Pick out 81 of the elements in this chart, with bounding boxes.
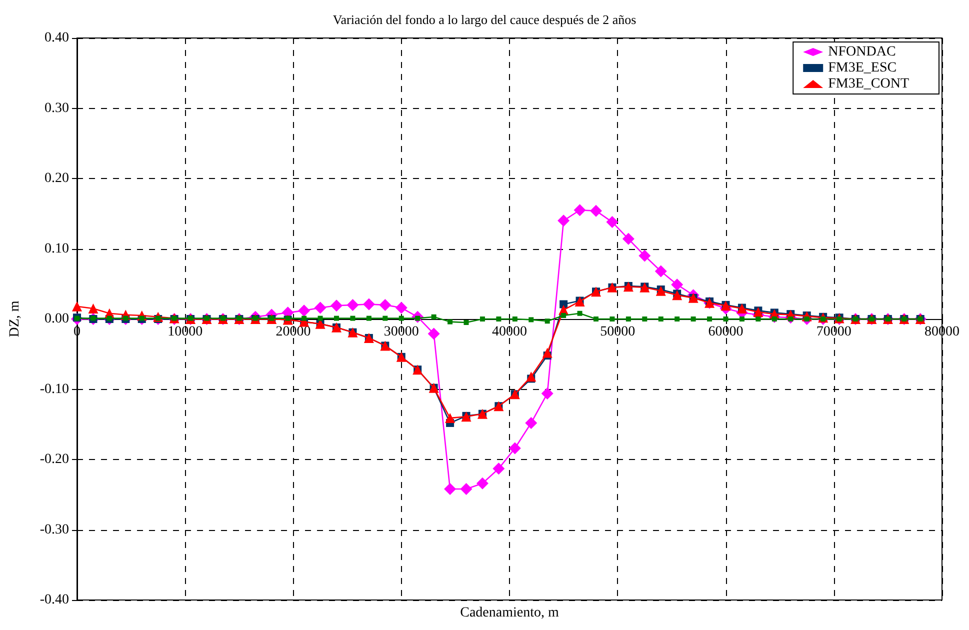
point bbox=[302, 316, 307, 321]
legend-label: FM3E_ESC bbox=[828, 60, 897, 76]
point bbox=[526, 372, 536, 382]
point bbox=[671, 278, 684, 291]
point bbox=[379, 298, 392, 311]
x-tick-label: 20000 bbox=[276, 324, 311, 340]
point bbox=[638, 250, 651, 262]
y-tick-label: 0.10 bbox=[44, 241, 69, 256]
point bbox=[541, 387, 554, 400]
point bbox=[428, 328, 440, 340]
point bbox=[445, 413, 456, 424]
point bbox=[448, 319, 453, 324]
point bbox=[464, 320, 469, 326]
point bbox=[318, 316, 323, 321]
point bbox=[350, 316, 356, 321]
point bbox=[658, 316, 664, 322]
point bbox=[590, 204, 602, 217]
y-tick-label: 0.20 bbox=[44, 171, 69, 186]
point bbox=[707, 316, 712, 322]
x-tick-label: 30000 bbox=[384, 324, 419, 340]
point bbox=[298, 304, 310, 317]
point bbox=[656, 286, 666, 296]
point bbox=[739, 316, 744, 322]
point bbox=[561, 312, 566, 318]
point bbox=[496, 316, 502, 322]
point bbox=[512, 316, 518, 322]
x-tick-label: 60000 bbox=[708, 324, 744, 340]
y-tick-label: -0.20 bbox=[40, 452, 69, 467]
legend-label: FM3E_CONT bbox=[828, 76, 910, 92]
x-axis-title: Cadenamiento, m bbox=[460, 606, 559, 620]
point bbox=[346, 298, 359, 311]
point bbox=[558, 214, 570, 227]
chart-title: Variación del fondo a lo largo del cauce después de 2 años bbox=[332, 12, 636, 27]
point bbox=[395, 302, 408, 314]
point bbox=[330, 300, 342, 312]
point bbox=[492, 462, 505, 475]
x-tick-label: 40000 bbox=[492, 324, 527, 340]
y-axis-title: DZ, m bbox=[8, 300, 22, 338]
y-tick-label: -0.30 bbox=[40, 522, 69, 538]
point bbox=[382, 316, 388, 321]
point bbox=[431, 314, 436, 320]
point bbox=[72, 301, 82, 312]
point bbox=[544, 318, 550, 324]
point bbox=[723, 316, 728, 322]
point bbox=[444, 483, 456, 496]
point bbox=[528, 317, 534, 322]
y-tick-label: 0.00 bbox=[44, 312, 69, 326]
point bbox=[690, 316, 696, 322]
x-tick-label: 70000 bbox=[816, 324, 852, 340]
point bbox=[577, 310, 582, 316]
point bbox=[674, 316, 680, 322]
point bbox=[398, 316, 404, 321]
y-tick-label: -0.10 bbox=[40, 382, 69, 397]
point bbox=[626, 316, 631, 322]
point bbox=[610, 316, 615, 322]
point bbox=[525, 416, 538, 429]
point bbox=[480, 316, 485, 322]
point bbox=[508, 442, 521, 454]
point bbox=[366, 316, 372, 321]
point bbox=[362, 298, 375, 310]
point bbox=[88, 303, 98, 314]
point bbox=[672, 290, 682, 300]
point bbox=[560, 300, 568, 308]
y-tick-label: 0.40 bbox=[44, 30, 69, 46]
point bbox=[334, 316, 339, 321]
point bbox=[314, 302, 326, 314]
y-tick-label: 0.30 bbox=[44, 100, 69, 116]
point bbox=[594, 316, 598, 322]
x-tick-label: 10000 bbox=[168, 324, 203, 340]
point bbox=[460, 483, 472, 496]
y-tick-label: -0.40 bbox=[40, 592, 69, 608]
point bbox=[542, 348, 552, 358]
point bbox=[642, 316, 648, 322]
point bbox=[476, 477, 488, 490]
point bbox=[606, 216, 618, 228]
point bbox=[756, 316, 761, 322]
point bbox=[622, 232, 634, 245]
point bbox=[654, 265, 667, 278]
x-tick-label: 50000 bbox=[600, 324, 636, 340]
legend-label: NFONDAC bbox=[828, 44, 896, 60]
point bbox=[574, 204, 586, 216]
